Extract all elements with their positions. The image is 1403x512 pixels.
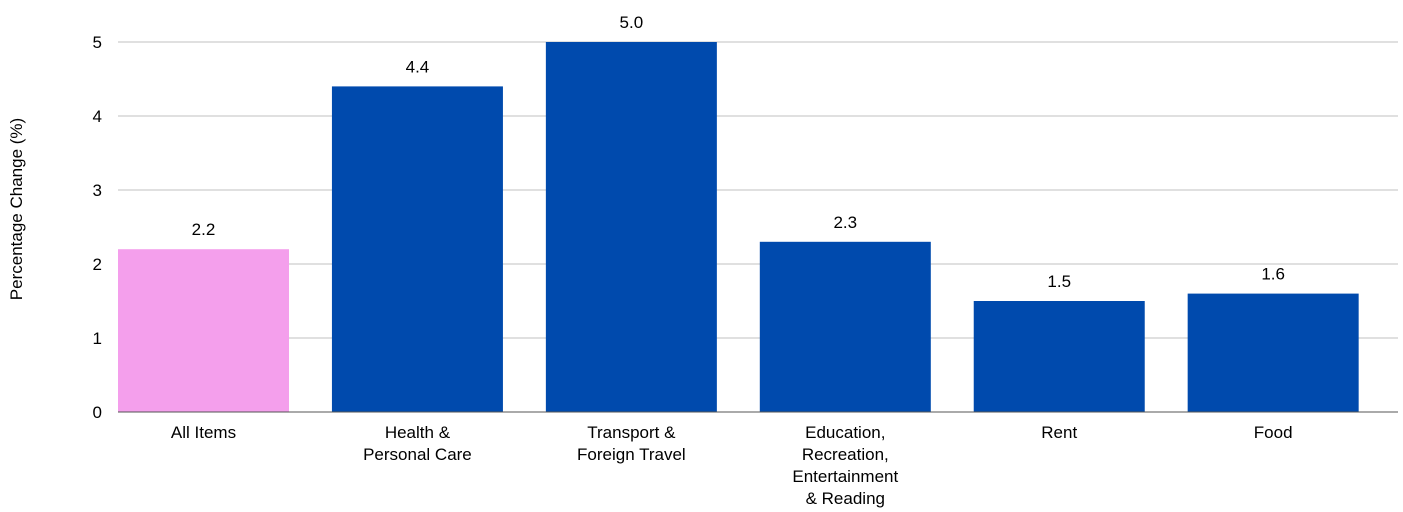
x-tick-label: All Items bbox=[171, 423, 236, 442]
x-tick-label-line: Recreation, bbox=[802, 445, 889, 464]
labels: 0 1 2 3 4 5 2.2 All Items 4.4 Health & Personal Ca… bbox=[93, 13, 1293, 508]
data-label: 2.2 bbox=[192, 220, 216, 239]
y-tick-label: 3 bbox=[93, 181, 102, 200]
bar bbox=[118, 249, 289, 412]
data-label: 2.3 bbox=[833, 213, 857, 232]
y-axis-title: Percentage Change (%) bbox=[7, 118, 26, 300]
x-tick-label-line: Entertainment bbox=[792, 467, 898, 486]
x-tick-label-line: & Reading bbox=[806, 489, 885, 508]
bar bbox=[1187, 293, 1359, 412]
y-tick-label: 1 bbox=[93, 329, 102, 348]
bar bbox=[759, 241, 931, 412]
x-tick-label-line: All Items bbox=[171, 423, 236, 442]
bar bbox=[331, 86, 503, 413]
y-tick-label: 4 bbox=[93, 107, 102, 126]
x-tick-label-line: Education, bbox=[805, 423, 885, 442]
x-tick-label: Education, Recreation, Entertainment & Read… bbox=[792, 423, 898, 508]
data-label: 4.4 bbox=[406, 57, 430, 76]
bar bbox=[545, 42, 717, 412]
x-tick-label-line: Rent bbox=[1041, 423, 1077, 442]
x-tick-label: Health & Personal Care bbox=[363, 423, 472, 464]
y-tick-label: 2 bbox=[93, 255, 102, 274]
y-tick-label: 5 bbox=[93, 33, 102, 52]
data-label: 5.0 bbox=[620, 13, 644, 32]
x-tick-label-line: Foreign Travel bbox=[577, 445, 686, 464]
x-tick-label-line: Personal Care bbox=[363, 445, 472, 464]
bar bbox=[973, 301, 1145, 412]
x-tick-label-line: Food bbox=[1254, 423, 1293, 442]
x-tick-label: Rent bbox=[1041, 423, 1077, 442]
data-label: 1.5 bbox=[1047, 272, 1071, 291]
y-tick-label: 0 bbox=[93, 403, 102, 422]
x-tick-label-line: Health & bbox=[385, 423, 451, 442]
x-tick-label: Food bbox=[1254, 423, 1293, 442]
bars bbox=[118, 42, 1359, 413]
data-label: 1.6 bbox=[1261, 265, 1285, 284]
gridlines bbox=[118, 41, 1398, 339]
x-tick-label-line: Transport & bbox=[587, 423, 676, 442]
x-tick-label: Transport & Foreign Travel bbox=[577, 423, 686, 464]
